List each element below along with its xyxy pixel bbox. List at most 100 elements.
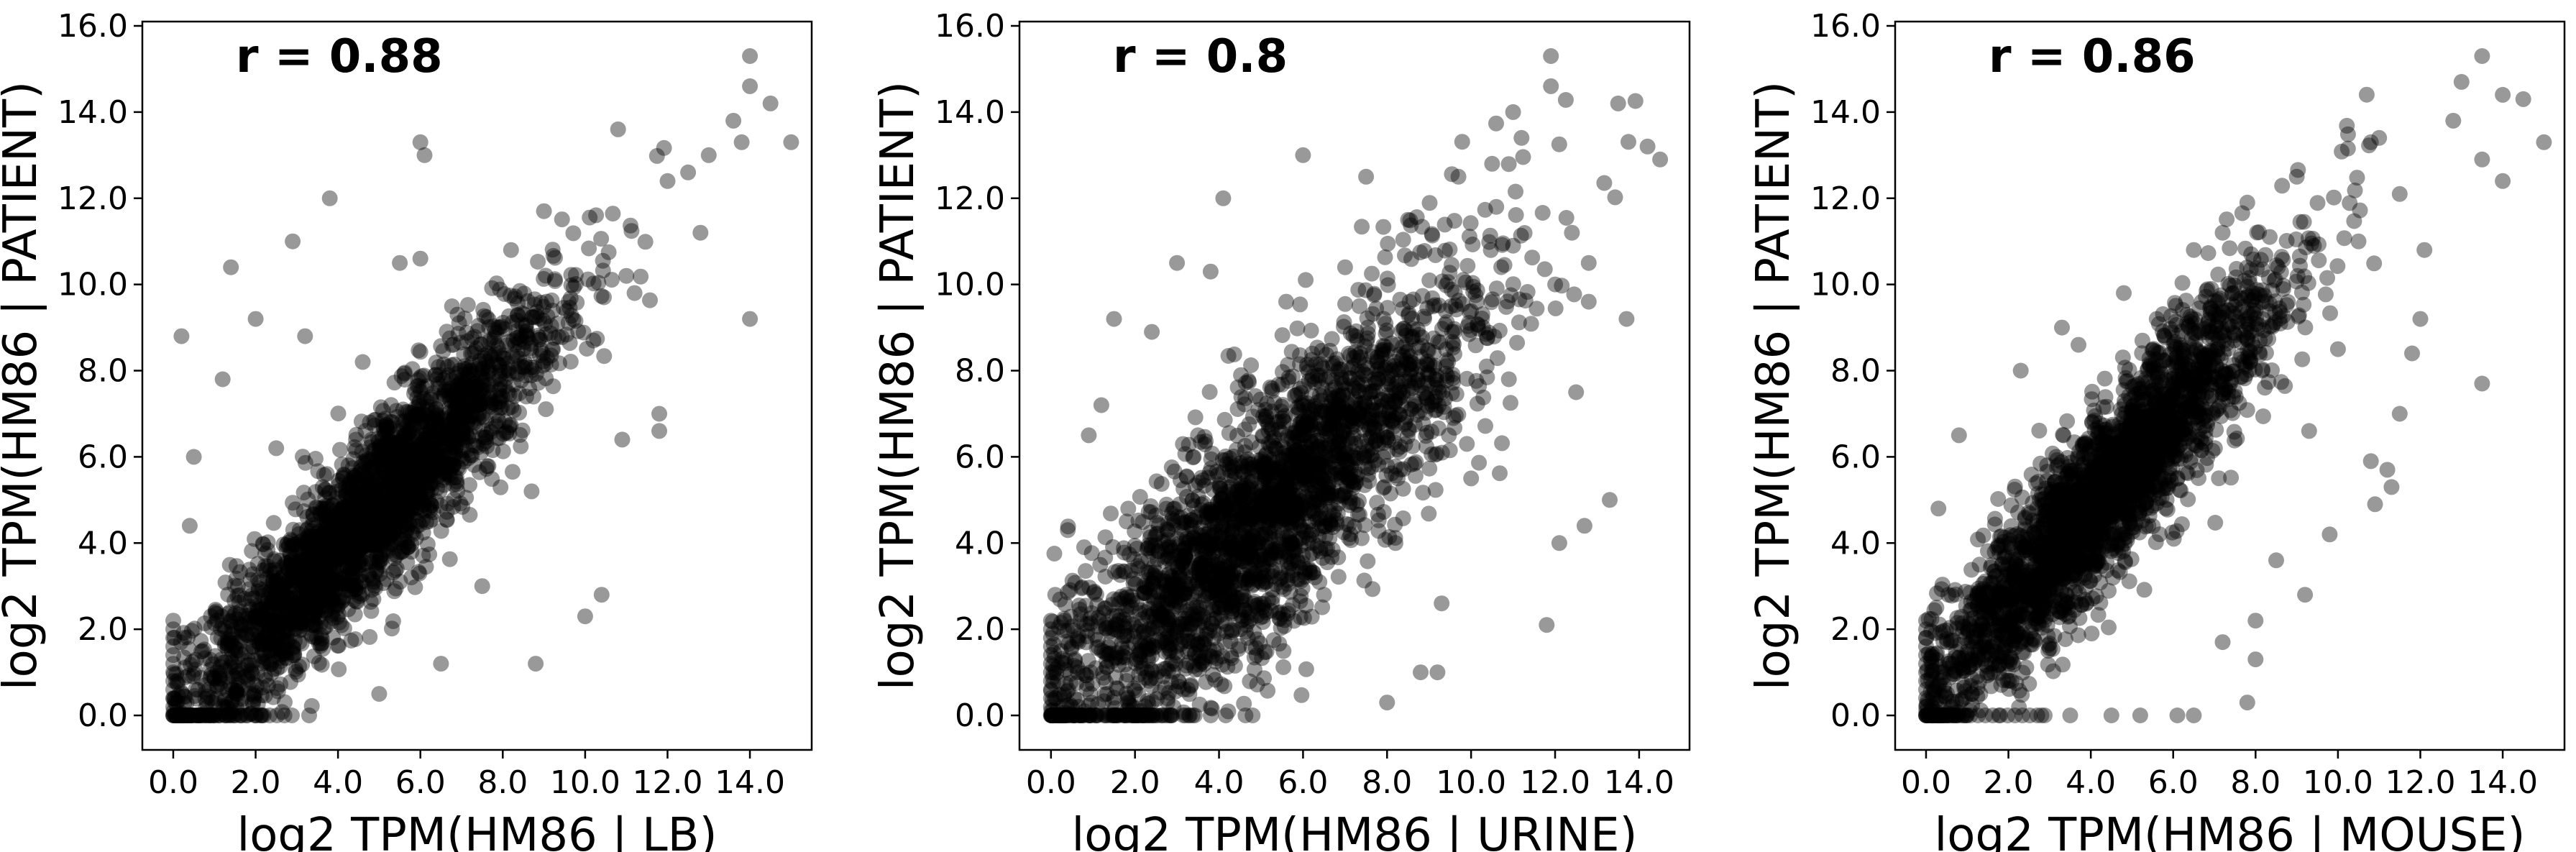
data-point bbox=[176, 688, 193, 705]
data-point bbox=[333, 549, 349, 566]
data-point bbox=[393, 534, 409, 551]
data-point bbox=[228, 685, 244, 702]
data-point bbox=[408, 511, 424, 528]
data-point bbox=[438, 370, 454, 386]
data-point bbox=[406, 480, 423, 495]
data-point bbox=[168, 666, 185, 682]
data-point bbox=[510, 329, 526, 346]
data-point bbox=[387, 454, 403, 471]
data-point bbox=[238, 707, 255, 723]
data-point bbox=[523, 340, 538, 357]
data-point bbox=[1140, 540, 1157, 556]
data-point bbox=[439, 503, 455, 520]
data-point bbox=[285, 568, 301, 585]
data-point bbox=[424, 475, 441, 492]
data-point bbox=[449, 377, 466, 394]
data-point bbox=[374, 482, 390, 498]
data-point bbox=[327, 581, 344, 597]
data-point bbox=[498, 370, 514, 387]
data-point bbox=[388, 477, 405, 493]
data-point bbox=[321, 579, 338, 595]
data-point bbox=[395, 518, 411, 534]
data-point bbox=[495, 347, 511, 364]
data-point bbox=[441, 400, 457, 416]
data-point bbox=[341, 481, 357, 498]
data-point bbox=[321, 485, 337, 501]
data-point bbox=[263, 656, 280, 672]
data-point bbox=[306, 607, 323, 623]
data-point bbox=[460, 360, 477, 377]
data-point bbox=[367, 455, 384, 472]
data-point bbox=[457, 376, 473, 393]
data-point bbox=[369, 537, 385, 554]
data-point bbox=[288, 610, 305, 627]
data-point bbox=[229, 686, 246, 702]
data-point bbox=[431, 483, 448, 499]
data-point bbox=[411, 441, 427, 457]
data-point bbox=[270, 626, 286, 643]
data-point bbox=[331, 518, 347, 535]
data-point bbox=[272, 603, 289, 620]
data-point bbox=[429, 460, 446, 477]
data-point bbox=[247, 707, 263, 723]
data-point bbox=[405, 483, 421, 500]
data-point bbox=[466, 457, 482, 473]
data-point bbox=[1306, 569, 1323, 586]
data-point bbox=[328, 574, 344, 590]
data-point bbox=[447, 441, 464, 457]
data-point bbox=[444, 383, 460, 399]
data-point bbox=[353, 529, 370, 546]
data-point bbox=[175, 707, 192, 723]
data-point bbox=[1239, 575, 1256, 592]
data-point bbox=[280, 597, 297, 613]
data-point bbox=[445, 457, 462, 474]
data-point bbox=[1275, 364, 1291, 380]
data-point bbox=[462, 507, 478, 523]
data-point bbox=[514, 305, 530, 321]
data-point bbox=[285, 562, 301, 579]
data-point bbox=[404, 524, 421, 541]
data-point bbox=[428, 441, 444, 457]
data-point bbox=[230, 677, 247, 693]
data-point bbox=[348, 507, 365, 523]
data-point bbox=[291, 551, 308, 567]
data-point bbox=[301, 528, 316, 544]
data-point bbox=[1419, 353, 1436, 370]
data-point bbox=[313, 513, 330, 529]
data-point bbox=[399, 520, 416, 536]
data-point bbox=[275, 569, 291, 585]
data-point bbox=[531, 331, 547, 348]
data-point bbox=[388, 477, 405, 494]
data-point bbox=[426, 418, 442, 434]
data-point bbox=[172, 707, 188, 723]
scatter-panel-lb: 0.0 2.0 4.0 6.0 8.0 10.0 12.0 14.00.02.04.06.08… bbox=[0, 8, 813, 852]
data-point bbox=[313, 656, 330, 673]
data-point bbox=[428, 400, 444, 417]
data-point bbox=[277, 582, 293, 599]
data-point bbox=[1528, 301, 1545, 317]
data-point bbox=[372, 549, 388, 565]
data-point bbox=[280, 613, 296, 629]
data-point bbox=[459, 297, 476, 313]
data-point bbox=[242, 662, 259, 679]
data-point bbox=[390, 475, 406, 491]
data-point bbox=[1178, 569, 1194, 585]
data-point bbox=[322, 534, 339, 551]
data-point bbox=[347, 499, 364, 516]
data-point bbox=[357, 515, 374, 531]
data-point bbox=[406, 426, 423, 443]
data-point bbox=[393, 457, 409, 473]
data-point bbox=[291, 586, 308, 603]
data-point bbox=[487, 371, 503, 388]
data-point bbox=[1357, 517, 1373, 533]
data-point bbox=[273, 586, 290, 603]
data-point bbox=[167, 707, 183, 723]
data-point bbox=[437, 454, 454, 470]
data-point bbox=[1209, 463, 1225, 480]
data-point bbox=[430, 440, 446, 456]
data-point bbox=[1243, 567, 1260, 583]
data-point bbox=[208, 690, 225, 707]
data-point bbox=[331, 590, 347, 607]
data-point bbox=[388, 459, 405, 475]
data-point bbox=[367, 510, 383, 526]
